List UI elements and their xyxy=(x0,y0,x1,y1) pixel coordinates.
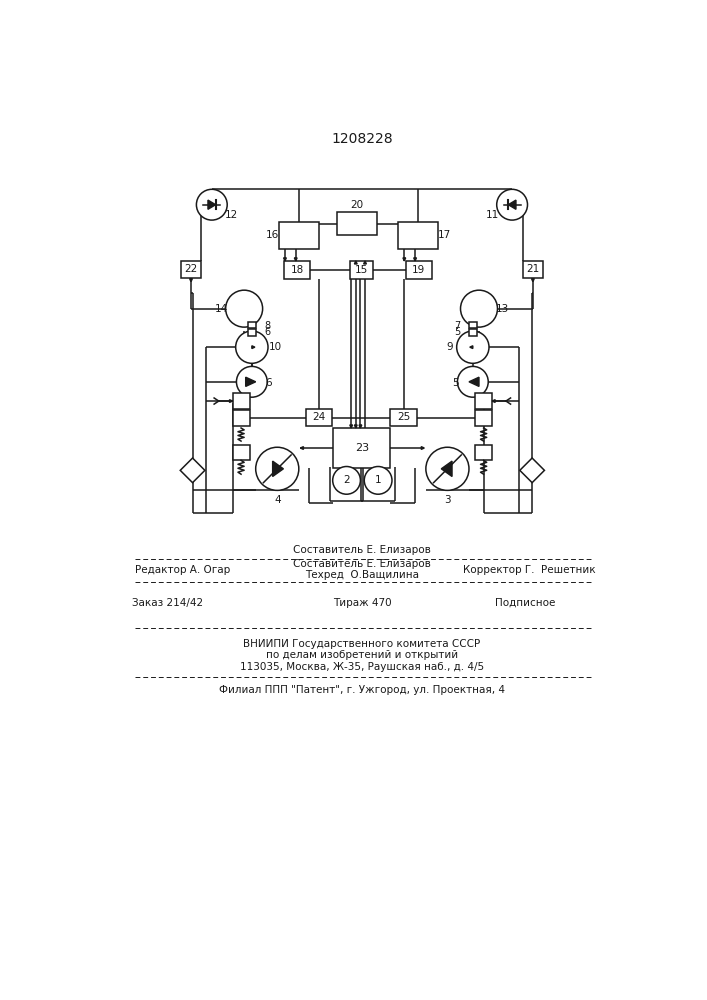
Bar xyxy=(279,222,319,249)
Bar xyxy=(390,409,416,426)
Polygon shape xyxy=(354,261,357,264)
Text: Составитель Е. Елизаров: Составитель Е. Елизаров xyxy=(293,559,431,569)
Text: 16: 16 xyxy=(266,231,279,240)
Bar xyxy=(248,329,256,336)
Bar xyxy=(469,322,477,328)
Text: 20: 20 xyxy=(350,200,363,210)
Polygon shape xyxy=(363,261,366,264)
Circle shape xyxy=(226,290,262,327)
Text: Составитель Е. Елизаров: Составитель Е. Елизаров xyxy=(293,545,431,555)
Circle shape xyxy=(197,189,227,220)
Bar xyxy=(284,261,310,279)
Text: 10: 10 xyxy=(269,342,281,352)
Bar xyxy=(406,261,432,279)
Text: 8: 8 xyxy=(264,321,270,331)
Text: 6: 6 xyxy=(265,378,272,388)
Text: 22: 22 xyxy=(185,264,198,274)
Text: 18: 18 xyxy=(291,265,304,275)
Polygon shape xyxy=(414,258,416,261)
Circle shape xyxy=(364,466,392,494)
Text: Филиал ППП "Патент", г. Ужгород, ул. Проектная, 4: Филиал ППП "Патент", г. Ужгород, ул. Про… xyxy=(219,685,505,695)
Bar xyxy=(350,261,373,279)
Circle shape xyxy=(256,447,299,490)
Text: 21: 21 xyxy=(526,264,539,274)
Polygon shape xyxy=(284,258,286,261)
Text: Тираж 470: Тираж 470 xyxy=(332,598,391,608)
Bar xyxy=(337,212,377,235)
Text: 5: 5 xyxy=(452,378,460,388)
Polygon shape xyxy=(532,279,534,282)
Circle shape xyxy=(235,331,268,363)
Polygon shape xyxy=(208,200,216,209)
Polygon shape xyxy=(230,400,233,402)
Text: Корректор Г.  Решетник: Корректор Г. Решетник xyxy=(462,565,595,575)
Polygon shape xyxy=(180,458,205,483)
Text: 2: 2 xyxy=(343,475,350,485)
Circle shape xyxy=(457,331,489,363)
Polygon shape xyxy=(421,447,424,449)
Bar xyxy=(233,393,250,409)
Bar xyxy=(305,409,332,426)
Polygon shape xyxy=(492,400,495,402)
Text: 9: 9 xyxy=(446,342,453,352)
Polygon shape xyxy=(354,425,357,428)
Bar xyxy=(475,445,492,460)
Bar xyxy=(233,410,250,426)
Bar xyxy=(233,445,250,460)
Polygon shape xyxy=(520,458,544,483)
Bar xyxy=(475,393,492,409)
Text: 7: 7 xyxy=(455,321,460,331)
Polygon shape xyxy=(300,447,303,449)
Text: 1208228: 1208228 xyxy=(331,132,393,146)
Polygon shape xyxy=(252,346,255,349)
Polygon shape xyxy=(508,200,516,209)
Text: по делам изобретений и открытий: по делам изобретений и открытий xyxy=(266,650,458,660)
Text: 5: 5 xyxy=(455,327,460,337)
Text: 13: 13 xyxy=(496,304,509,314)
Bar xyxy=(398,222,438,249)
Polygon shape xyxy=(294,258,297,261)
Circle shape xyxy=(236,366,267,397)
Text: 6: 6 xyxy=(264,327,270,337)
Text: 3: 3 xyxy=(444,495,451,505)
Text: 19: 19 xyxy=(412,265,426,275)
Polygon shape xyxy=(469,377,479,386)
Text: 24: 24 xyxy=(312,412,325,422)
Polygon shape xyxy=(469,346,473,349)
Text: Заказ 214/42: Заказ 214/42 xyxy=(132,598,203,608)
Text: 14: 14 xyxy=(214,304,228,314)
Text: 113035, Москва, Ж-35, Раушская наб., д. 4/5: 113035, Москва, Ж-35, Раушская наб., д. … xyxy=(240,662,484,672)
Bar xyxy=(181,261,201,278)
Text: 15: 15 xyxy=(354,265,368,275)
Bar xyxy=(475,410,492,426)
Text: 17: 17 xyxy=(438,231,451,240)
Polygon shape xyxy=(350,425,353,428)
Circle shape xyxy=(460,290,498,327)
Text: 12: 12 xyxy=(224,210,238,220)
Circle shape xyxy=(426,447,469,490)
Bar xyxy=(469,329,477,336)
Polygon shape xyxy=(189,279,192,282)
Polygon shape xyxy=(403,258,406,261)
Text: 4: 4 xyxy=(274,495,281,505)
Bar xyxy=(334,428,390,468)
Polygon shape xyxy=(441,461,452,477)
Bar xyxy=(248,322,256,328)
Text: 23: 23 xyxy=(355,443,369,453)
Text: 25: 25 xyxy=(397,412,410,422)
Text: 1: 1 xyxy=(375,475,382,485)
Polygon shape xyxy=(273,461,284,477)
Polygon shape xyxy=(246,377,256,386)
Text: 11: 11 xyxy=(486,210,499,220)
Text: ВНИИПИ Государственного комитета СССР: ВНИИПИ Государственного комитета СССР xyxy=(243,639,481,649)
Bar xyxy=(523,261,543,278)
Text: Редактор А. Огар: Редактор А. Огар xyxy=(135,565,230,575)
Circle shape xyxy=(457,366,489,397)
Circle shape xyxy=(333,466,361,494)
Text: Подписное: Подписное xyxy=(495,598,556,608)
Circle shape xyxy=(497,189,527,220)
Polygon shape xyxy=(359,425,362,428)
Text: Техред  О.Ващилина: Техред О.Ващилина xyxy=(305,570,419,580)
